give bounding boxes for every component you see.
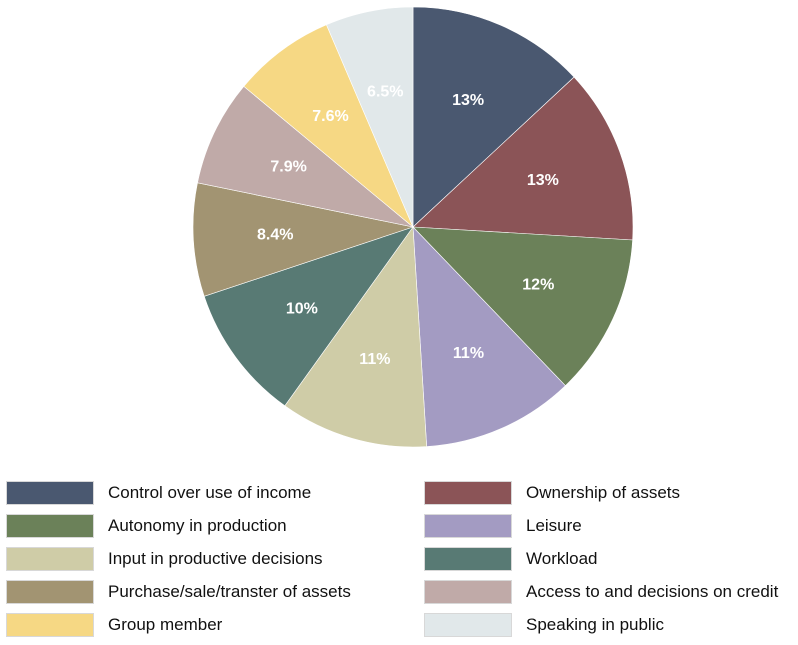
legend-item-control-over-use-of-income: Control over use of income [6,480,311,506]
legend-item-input-in-productive-decisions: Input in productive decisions [6,546,323,572]
slice-label-leisure: 11% [453,345,484,362]
legend-item-purchase-sale-transter-of-assets: Purchase/sale/transter of assets [6,579,351,605]
legend-label: Group member [108,615,223,634]
legend-swatch [424,481,512,505]
legend-label: Leisure [526,516,582,535]
legend-swatch [6,514,94,538]
pie-slice-purchase-sale-transter-of-assets [192,182,415,297]
legend-item-ownership-of-assets: Ownership of assets [424,480,680,506]
legend-swatch [424,580,512,604]
slice-label-ownership-of-assets: 13% [527,172,559,189]
pie-slice-group-member [243,24,414,228]
pie-slice-speaking-in-public [326,6,414,228]
pie-slice-leisure [412,226,566,447]
legend-item-speaking-in-public: Speaking in public [424,612,664,638]
pie-slice-access-to-and-decisions-on-credit [197,85,414,228]
legend-swatch [6,580,94,604]
pie-slice-input-in-productive-decisions [284,226,427,448]
slice-label-input-in-productive-decisions: 11% [359,351,390,368]
legend-swatch [6,547,94,571]
slice-label-group-member: 7.6% [312,108,348,125]
pie-slice-ownership-of-assets [412,76,634,241]
legend-item-access-to-and-decisions-on-credit: Access to and decisions on credit [424,579,778,605]
slice-label-access-to-and-decisions-on-credit: 7.9% [270,159,306,176]
slice-label-workload: 10% [286,300,318,317]
slice-label-autonomy-in-production: 12% [522,276,554,293]
legend-label: Input in productive decisions [108,549,323,568]
slice-label-speaking-in-public: 6.5% [367,83,403,100]
legend-label: Autonomy in production [108,516,287,535]
legend-swatch [6,481,94,505]
legend-item-group-member: Group member [6,612,222,638]
legend-item-autonomy-in-production: Autonomy in production [6,513,287,539]
pie-slice-workload [203,226,414,407]
pie-slices [192,6,634,448]
legend-swatch [424,547,512,571]
legend-swatch [6,613,94,637]
pie-slice-control-over-use-of-income [412,6,575,228]
legend-item-workload: Workload [424,546,598,572]
slice-labels: 13% 13% 12% 11% 11% 10% 8.4% 7.9% 7.6% 6.5% [257,83,559,368]
legend-swatch [424,514,512,538]
legend-label: Access to and decisions on credit [526,582,779,601]
slice-label-purchase-sale-transter-of-assets: 8.4% [257,227,293,244]
legend-label: Workload [526,549,598,568]
legend-swatch [424,613,512,637]
legend-label: Purchase/sale/transter of assets [108,582,351,601]
pie-slice-autonomy-in-production [412,226,633,387]
legend-label: Control over use of income [108,483,312,502]
pie-chart: 13% 13% 12% 11% 11% 10% 8.4% 7.9% 7.6% 6.5% [192,6,634,448]
legend-item-leisure: Leisure [424,513,582,539]
legend-label: Speaking in public [526,615,664,634]
slice-label-control-over-use-of-income: 13% [452,92,484,109]
legend: Control over use of income Ownership of a… [0,476,798,641]
legend-label: Ownership of assets [526,483,681,502]
